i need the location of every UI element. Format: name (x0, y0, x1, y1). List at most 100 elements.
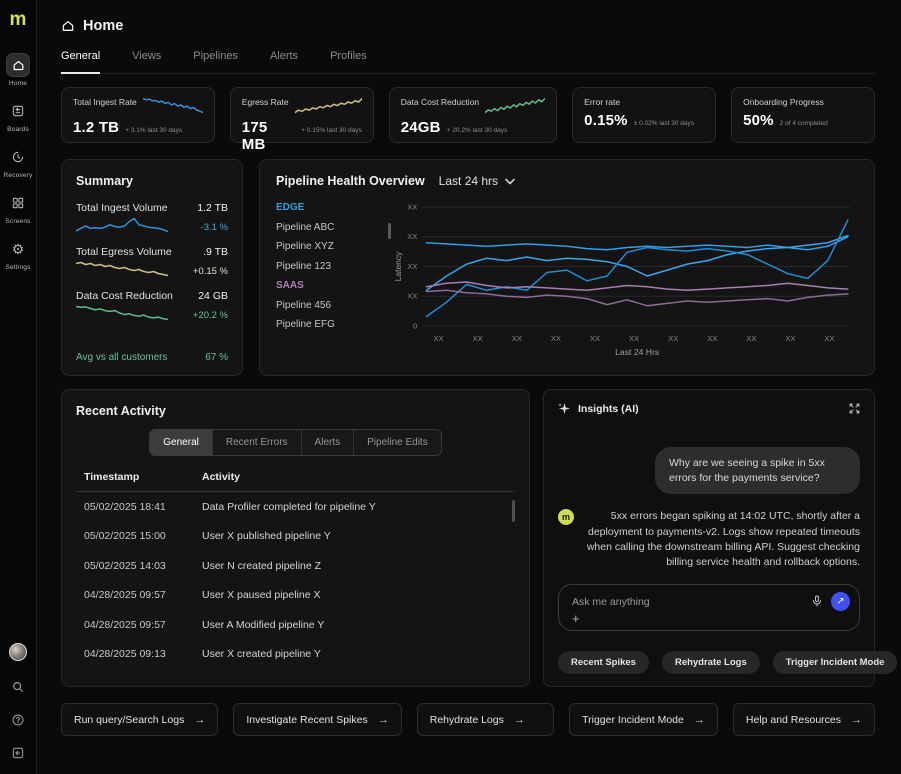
brand-logo[interactable]: m (9, 9, 27, 30)
pipeline-item-123[interactable]: Pipeline 123 (276, 260, 332, 272)
kpi-sub: + 3.1% last 30 days (125, 127, 183, 134)
kpi-value: 175 MB (241, 119, 268, 153)
sidebar-item-recovery[interactable]: Recovery (3, 145, 32, 179)
gear-icon: ⚙ (11, 240, 25, 257)
summary-metric-ingest: Total Ingest Volume 1.2 TB -3.1 % (76, 202, 228, 233)
kpi-sub: ± 0.02% last 30 days (633, 120, 694, 127)
pipeline-health-title: Pipeline Health Overview (276, 174, 425, 188)
pipeline-item-456[interactable]: Pipeline 456 (276, 299, 332, 311)
metric-delta: -3.1 % (200, 222, 228, 233)
kpi-card-onboarding-progress: Onboarding Progress 50% 2 of 4 completed (731, 87, 875, 143)
chip-trigger-incident-mode[interactable]: Trigger Incident Mode (772, 651, 898, 674)
svg-text:Latency: Latency (394, 251, 403, 281)
trigger-incident-mode-button[interactable]: Trigger Incident Mode → (569, 703, 718, 736)
svg-text:XX: XX (512, 334, 522, 343)
svg-text:XX: XX (785, 334, 795, 343)
sparkline (76, 305, 168, 321)
time-range-value: Last 24 hrs (438, 174, 499, 188)
action-label: Trigger Incident Mode (582, 713, 684, 726)
quick-actions-row: Run query/Search Logs → Investigate Rece… (61, 703, 875, 736)
row-activity: User A Modified pipeline Y (202, 618, 325, 631)
summary-footer: Avg vs all customers 67 % (76, 352, 228, 363)
svg-text:Last 24 Hrs: Last 24 Hrs (615, 347, 659, 357)
activity-tab-general[interactable]: General (150, 430, 212, 455)
expand-button[interactable] (849, 403, 860, 414)
row-timestamp: 04/28/2025 09:57 (84, 618, 166, 631)
page-title: Home (83, 18, 124, 34)
send-arrow-icon: ↗ (836, 596, 845, 608)
suggestion-chips: Recent Spikes Rehydrate Logs Trigger Inc… (558, 651, 898, 674)
kpi-sub: + 20.2% last 30 days (446, 127, 508, 134)
svg-text:XX: XX (629, 334, 639, 343)
row-activity: Data Profiler completed for pipeline Y (202, 500, 376, 513)
sparkline (76, 261, 168, 277)
pipeline-list-scrollbar[interactable] (388, 223, 391, 239)
pipeline-item-xyz[interactable]: Pipeline XYZ (276, 241, 334, 252)
sidebar-item-boards[interactable]: Boards (6, 99, 30, 133)
tab-pipelines[interactable]: Pipelines (193, 50, 238, 62)
metric-delta: +0.15 % (192, 266, 228, 277)
user-chat-bubble: Why are we seeing a spike in 5xx errors … (655, 447, 860, 495)
pipeline-item-abc[interactable]: Pipeline ABC (276, 221, 335, 233)
chevron-down-icon (505, 178, 515, 184)
main-content: Home General Views Pipelines Alerts Prof… (37, 0, 901, 774)
svg-text:XX: XX (434, 334, 444, 343)
collapse-icon (12, 747, 24, 759)
summary-footer-value: 67 % (205, 352, 228, 363)
table-row: 05/02/2025 14:03 User N created pipeline… (76, 551, 515, 581)
sidebar-label: Recovery (3, 172, 33, 179)
chip-recent-spikes[interactable]: Recent Spikes (558, 651, 649, 674)
insights-ai-card: Insights (AI) Why are we seeing a spike … (543, 389, 898, 687)
chip-rehydrate-logs[interactable]: Rehydrate Logs (661, 651, 760, 674)
activity-tab-recent-errors[interactable]: Recent Errors (211, 430, 301, 455)
rehydrate-logs-button[interactable]: Rehydrate Logs → (416, 703, 555, 736)
table-row: 05/02/2025 18:41 Data Profiler completed… (76, 492, 515, 522)
activity-tab-alerts[interactable]: Alerts (300, 430, 354, 455)
sidebar-item-home[interactable]: Home (6, 53, 30, 87)
recent-activity-card: Recent Activity General Recent Errors Al… (61, 389, 530, 687)
sidebar: m Home Boards Recovery Screens (0, 0, 37, 774)
svg-text:XX: XX (668, 334, 678, 343)
user-avatar[interactable] (9, 643, 27, 661)
attach-button[interactable]: + (572, 611, 580, 627)
time-range-dropdown[interactable]: Last 24 hrs (439, 174, 515, 188)
help-and-resources-button[interactable]: Help and Resources → (732, 703, 875, 736)
sidebar-label: Home (8, 80, 28, 87)
tab-views[interactable]: Views (132, 50, 162, 62)
row-timestamp: 04/28/2025 09:13 (84, 648, 166, 661)
pipeline-group-edge[interactable]: EDGE (276, 202, 305, 213)
activity-scrollbar[interactable] (512, 500, 515, 522)
tab-profiles[interactable]: Profiles (330, 50, 367, 62)
sparkle-icon (558, 402, 571, 415)
search-button[interactable] (11, 680, 25, 694)
screens-icon (6, 191, 30, 215)
mic-button[interactable] (811, 595, 823, 608)
tab-general[interactable]: General (61, 50, 101, 74)
sidebar-item-screens[interactable]: Screens (5, 191, 30, 225)
pipeline-item-efg[interactable]: Pipeline EFG (276, 319, 335, 330)
investigate-recent-spikes-button[interactable]: Investigate Recent Spikes → (233, 703, 402, 736)
sparkline (294, 97, 362, 114)
recent-activity-title: Recent Activity (76, 404, 166, 418)
pipeline-group-saas[interactable]: SAAS (276, 280, 304, 291)
boards-icon (6, 99, 30, 123)
activity-tab-pipeline-edits[interactable]: Pipeline Edits (353, 430, 441, 455)
help-button[interactable] (11, 713, 25, 727)
sparkline (485, 97, 546, 114)
table-row: 05/02/2025 15:00 User X published pipeli… (76, 522, 515, 552)
action-label: Investigate Recent Spikes (246, 713, 368, 726)
collapse-sidebar-button[interactable] (11, 746, 25, 760)
run-query-search-logs-button[interactable]: Run query/Search Logs → (61, 703, 219, 736)
tab-alerts[interactable]: Alerts (269, 50, 299, 62)
svg-text:XX: XX (551, 334, 561, 343)
chat-input-container: ↗ + (558, 584, 860, 632)
table-row: 04/28/2025 09:13 User X created pipeline… (76, 640, 515, 670)
home-icon (62, 21, 74, 31)
mic-icon (813, 595, 821, 607)
chat-input[interactable] (572, 596, 772, 609)
sidebar-item-settings[interactable]: ⚙ Settings (5, 237, 30, 272)
kpi-label: Data Cost Reduction (400, 97, 480, 107)
svg-text:XX: XX (407, 292, 417, 301)
send-button[interactable]: ↗ (831, 592, 850, 612)
